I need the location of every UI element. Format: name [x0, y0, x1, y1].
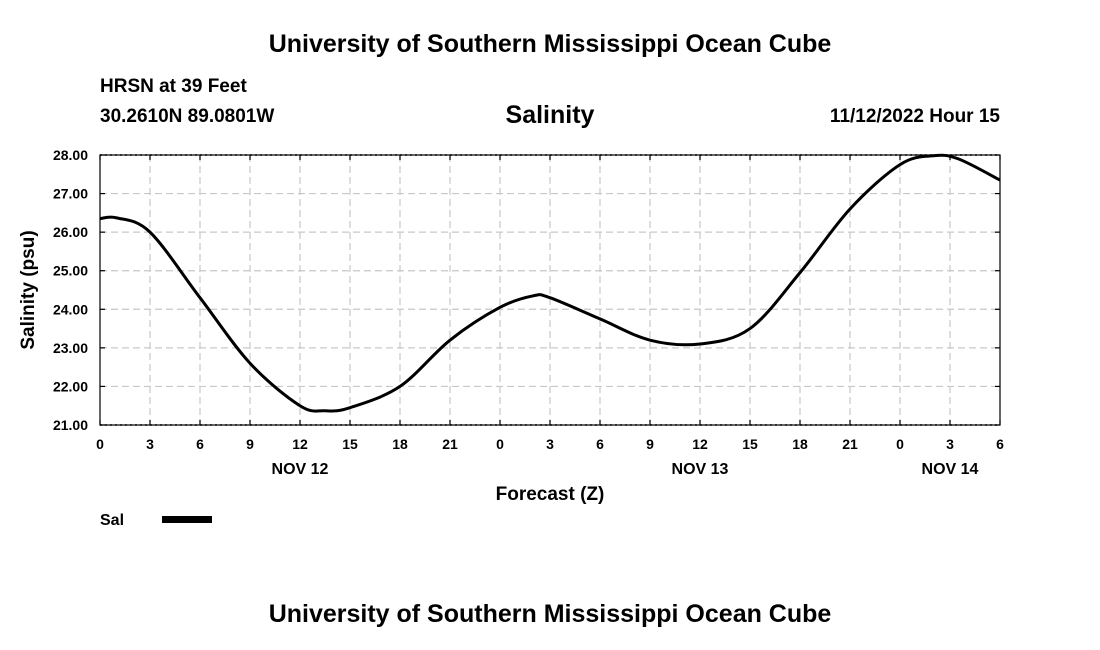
x-tick-label: 3 — [946, 436, 954, 452]
series-line-sal — [99, 153, 1001, 413]
legend: Sal — [100, 512, 212, 529]
y-tick-label: 28.00 — [53, 147, 88, 163]
page-title: University of Southern Mississippi Ocean… — [268, 30, 832, 58]
chart-title: Salinity — [505, 101, 595, 129]
x-tick-label: 15 — [742, 436, 758, 452]
x-tick-label: 21 — [842, 436, 858, 452]
x-tick-label: 3 — [146, 436, 154, 452]
x-tick-label: 21 — [442, 436, 458, 452]
x-tick-label: 12 — [692, 436, 708, 452]
x-tick-label: 18 — [792, 436, 808, 452]
y-tick-label: 24.00 — [53, 301, 88, 317]
x-tick-label: 6 — [996, 436, 1004, 452]
legend-line-swatch — [162, 516, 212, 523]
x-tick-label: 0 — [96, 436, 104, 452]
datetime-label: 11/12/2022 Hour 15 — [829, 106, 1000, 127]
legend-label: Sal — [100, 512, 124, 529]
date-label: NOV 14 — [922, 461, 979, 478]
date-label: NOV 12 — [272, 461, 329, 478]
footer-title: University of Southern Mississippi Ocean… — [268, 600, 832, 628]
date-label: NOV 13 — [672, 461, 729, 478]
x-tick-label: 15 — [342, 436, 358, 452]
y-tick-label: 26.00 — [53, 224, 88, 240]
x-tick-label: 6 — [596, 436, 604, 452]
axis-tick-labels: 0 3 6 9 12 15 18 21 0 3 6 9 12 15 18 21 0 3 6 28.00 27.00 26.… — [53, 147, 1004, 478]
y-tick-label: 23.00 — [53, 340, 88, 356]
x-tick-label: 9 — [246, 436, 254, 452]
station-label: HRSN at 39 Feet — [100, 76, 247, 97]
y-tick-label: 25.00 — [53, 263, 88, 279]
plot-frame — [99, 154, 1001, 426]
x-tick-label: 12 — [292, 436, 308, 452]
coordinates-label: 30.2610N 89.0801W — [100, 106, 275, 127]
grid — [100, 155, 1000, 425]
x-tick-label: 3 — [546, 436, 554, 452]
x-tick-label: 6 — [196, 436, 204, 452]
y-tick-label: 27.00 — [53, 186, 88, 202]
y-axis-label: Salinity (psu) — [18, 230, 39, 349]
x-tick-label: 18 — [392, 436, 408, 452]
x-tick-label: 9 — [646, 436, 654, 452]
x-axis-label: Forecast (Z) — [496, 484, 605, 505]
x-tick-label: 0 — [496, 436, 504, 452]
y-tick-label: 22.00 — [53, 378, 88, 394]
y-tick-label: 21.00 — [53, 417, 88, 433]
x-tick-label: 0 — [896, 436, 904, 452]
